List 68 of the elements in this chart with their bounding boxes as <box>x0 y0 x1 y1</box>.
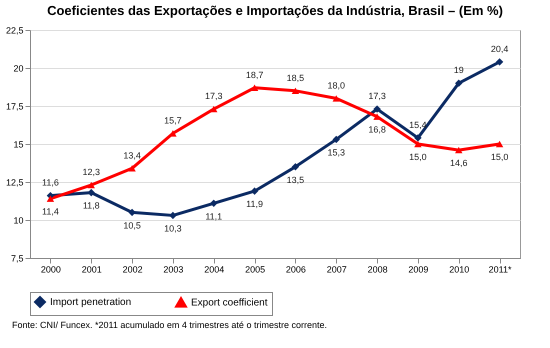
source-note: Fonte: CNI/ Funcex. *2011 acumulado em 4 trimestres até o trimestre corrente. <box>12 320 328 330</box>
data-label: 15,7 <box>164 115 182 126</box>
point <box>414 134 422 142</box>
data-label: 11,6 <box>42 178 59 188</box>
data-label: 12,3 <box>82 167 100 178</box>
x-tick-label: 2000 <box>40 264 61 274</box>
x-tick-label: 2009 <box>408 264 428 274</box>
point <box>210 200 218 207</box>
x-tick-label: 2010 <box>449 264 470 274</box>
point <box>373 105 381 113</box>
x-tick-label: 2011* <box>488 264 512 274</box>
data-label: 17,3 <box>204 91 223 102</box>
data-label: 15,0 <box>490 152 508 162</box>
point <box>128 208 136 216</box>
point <box>210 106 218 112</box>
data-label: 11,1 <box>205 211 222 222</box>
point <box>332 95 340 102</box>
y-tick-label: 17,5 <box>6 102 24 112</box>
point <box>88 188 95 196</box>
point <box>496 58 504 66</box>
x-tick-label: 2006 <box>286 264 306 274</box>
data-label: 11,8 <box>82 200 100 211</box>
chart-title: Coeficientes das Exportações e Importações da Indústria, Brasil – (Em %) <box>47 3 503 18</box>
data-label: 20,4 <box>490 44 508 54</box>
point <box>88 182 95 188</box>
legend-label: Import penetration <box>50 297 132 308</box>
data-label: 18,5 <box>286 72 304 83</box>
legend-label: Export coefficient <box>191 297 268 308</box>
data-label: 15,3 <box>327 147 346 158</box>
point <box>292 88 300 94</box>
x-tick-label: 2008 <box>368 264 388 274</box>
data-label: 10,3 <box>164 223 182 234</box>
data-label: 11,4 <box>42 206 59 217</box>
point <box>292 163 300 171</box>
point <box>128 165 136 172</box>
y-tick-label: 7,5 <box>10 254 24 264</box>
point <box>455 79 462 87</box>
point <box>414 140 422 148</box>
y-tick-label: 12,5 <box>6 178 24 188</box>
y-tick-label: 15 <box>13 140 24 150</box>
data-label: 13,4 <box>123 150 141 160</box>
point <box>250 84 258 91</box>
point <box>169 212 177 220</box>
data-label: 18,7 <box>246 70 264 80</box>
point <box>332 136 340 144</box>
point <box>46 196 54 202</box>
x-tick-label: 2003 <box>163 264 184 274</box>
data-label: 14,6 <box>450 158 468 168</box>
x-tick-label: 2005 <box>245 264 266 274</box>
x-tick-label: 2007 <box>326 264 347 274</box>
data-label: 17,3 <box>368 91 386 102</box>
data-label: 16,8 <box>368 124 386 135</box>
data-label: 10,5 <box>123 220 141 230</box>
data-label: 15,0 <box>409 152 427 162</box>
point <box>250 187 258 195</box>
data-label: 15,4 <box>409 120 427 130</box>
data-label: 13,5 <box>286 174 304 185</box>
y-tick-label: 10 <box>13 216 24 226</box>
x-tick-label: 2004 <box>204 264 224 274</box>
point <box>496 140 504 148</box>
x-tick-label: 2002 <box>122 264 143 274</box>
data-label: 11,9 <box>246 199 264 210</box>
y-tick-label: 20 <box>13 64 24 74</box>
data-label: 19 <box>454 65 464 76</box>
x-tick-label: 2001 <box>82 264 102 274</box>
data-label: 18,0 <box>327 80 346 90</box>
point <box>455 146 462 154</box>
y-tick-label: 22,5 <box>6 26 24 36</box>
